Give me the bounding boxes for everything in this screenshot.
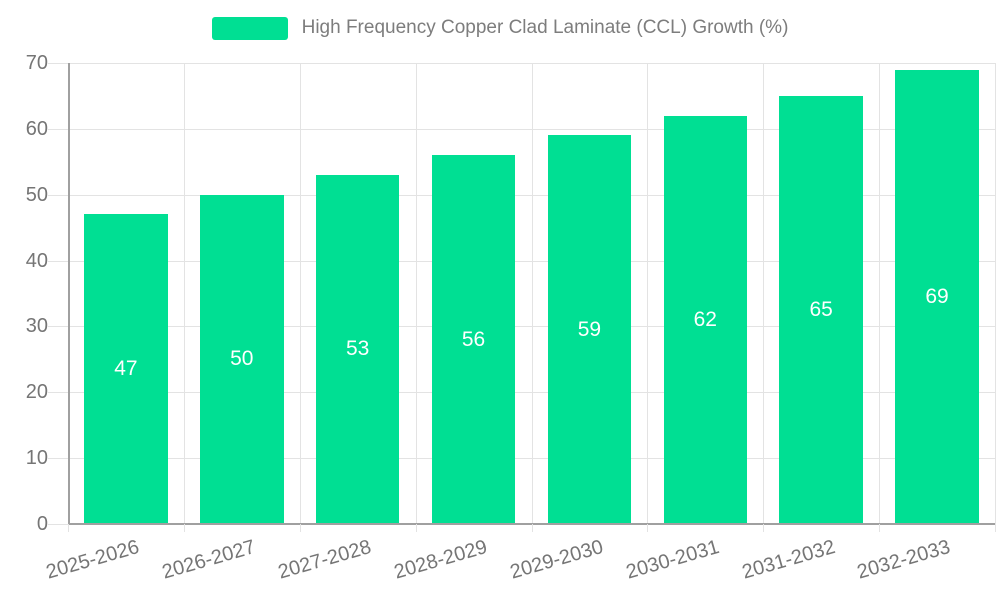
x-tick-label: 2030-2031 [623, 536, 722, 584]
y-tick-label: 50 [25, 183, 48, 206]
x-tick-label: 2027-2028 [275, 536, 374, 584]
y-axis-line [68, 63, 70, 524]
x-gridline [183, 63, 185, 524]
y-tickmark [48, 524, 68, 525]
bar-value-label: 59 [577, 317, 602, 341]
x-tickmark [531, 524, 533, 532]
bar-value-label: 69 [925, 284, 949, 308]
x-tick-label: 2032-2033 [855, 536, 954, 584]
y-tickmark [48, 392, 68, 394]
x-gridline [299, 63, 301, 524]
x-tickmark [763, 524, 765, 532]
x-tickmark [299, 524, 301, 532]
y-tick-label: 40 [25, 249, 48, 272]
x-tick-label: 2028-2029 [391, 536, 490, 584]
bar-value-label: 65 [809, 297, 833, 321]
legend-swatch[interactable] [211, 16, 288, 40]
y-tick-label: 30 [25, 315, 48, 338]
bar[interactable]: 62 [663, 115, 748, 524]
y-tick-label: 10 [25, 447, 48, 470]
bar[interactable]: 65 [779, 95, 863, 524]
y-tickmark [48, 260, 68, 262]
y-tick-label: 70 [25, 52, 48, 74]
bar[interactable]: 47 [84, 214, 168, 524]
x-tickmark [647, 524, 649, 532]
y-tickmark [48, 128, 68, 130]
x-gridline [879, 63, 881, 524]
y-tickmark [48, 63, 68, 64]
bar[interactable]: 69 [895, 69, 979, 524]
y-tickmark [48, 326, 68, 328]
x-tickmark [995, 524, 996, 532]
x-gridline [763, 63, 765, 524]
plot-area: 47 50 53 56 59 62 65 69 [68, 63, 996, 525]
bar-value-label: 53 [346, 337, 370, 361]
bar[interactable]: 50 [200, 194, 284, 524]
x-tick-label: 2026-2027 [159, 536, 258, 584]
x-tickmark [183, 524, 185, 532]
bar-value-label: 50 [230, 347, 254, 371]
bar-value-label: 62 [693, 307, 717, 331]
y-tickmark [48, 458, 68, 460]
x-gridline [647, 63, 649, 524]
y-tick-label: 0 [36, 513, 48, 535]
x-tick-label: 2031-2032 [739, 536, 838, 584]
legend-label[interactable]: High Frequency Copper Clad Laminate (CCL… [301, 17, 789, 38]
bar-value-label: 56 [461, 327, 486, 351]
x-tickmark [415, 524, 417, 532]
bar[interactable]: 53 [315, 174, 400, 524]
x-gridline [531, 63, 533, 524]
y-tickmark [48, 194, 68, 196]
x-tick-label: 2029-2030 [507, 536, 606, 584]
x-tickmark [68, 524, 69, 532]
x-tick-label: 2025-2026 [43, 536, 143, 584]
x-tickmark [879, 524, 881, 532]
y-tick-label: 60 [25, 117, 48, 140]
x-gridline [995, 63, 996, 524]
x-gridline [415, 63, 417, 524]
y-tick-label: 20 [25, 381, 48, 404]
bar[interactable]: 59 [547, 135, 632, 524]
bar[interactable]: 56 [431, 155, 516, 524]
legend: High Frequency Copper Clad Laminate (CCL… [0, 12, 1000, 44]
bar-value-label: 47 [114, 357, 138, 381]
